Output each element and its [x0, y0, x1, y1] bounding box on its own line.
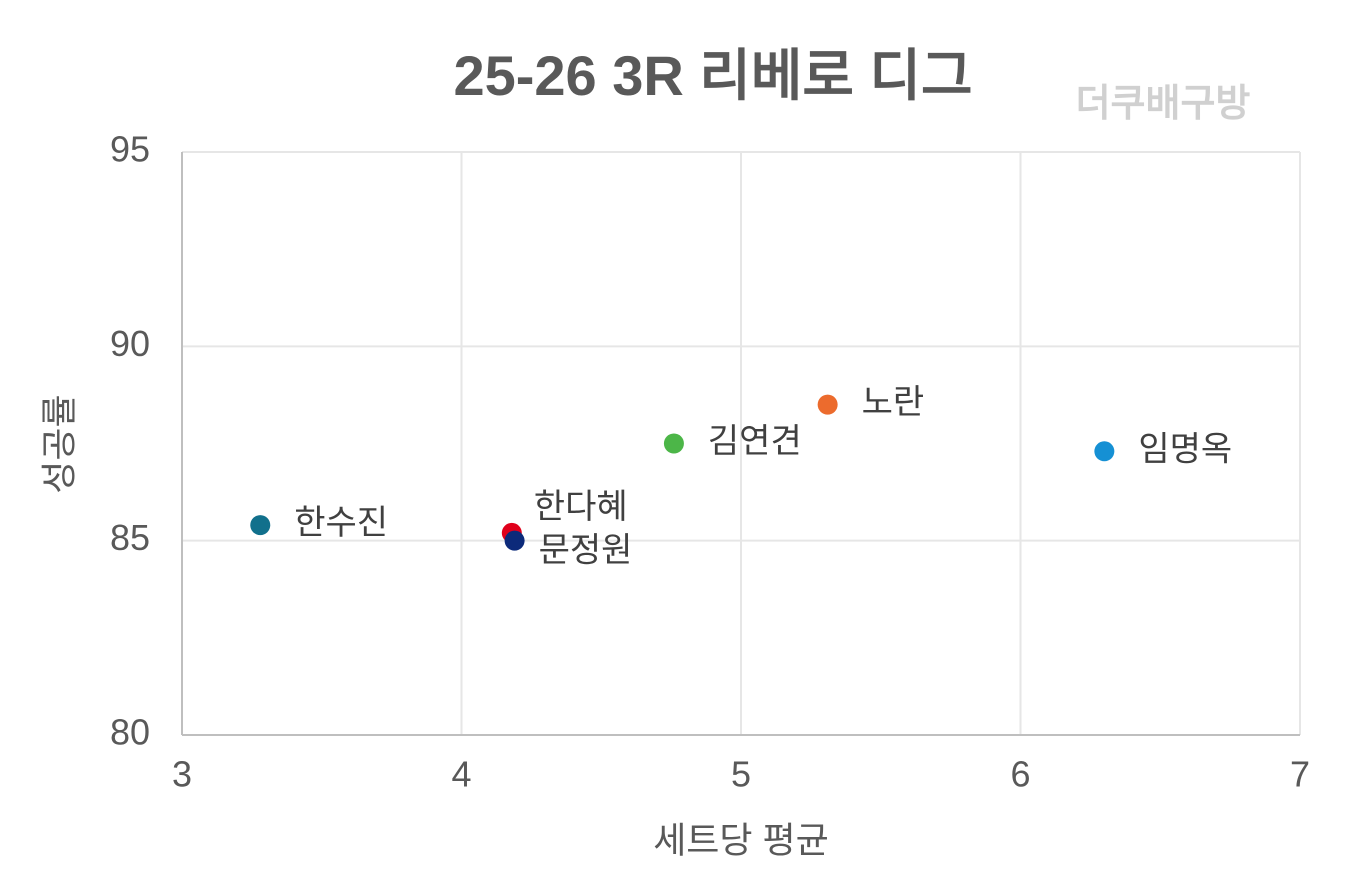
data-label: 김연견	[708, 422, 802, 460]
x-tick-label: 4	[451, 754, 471, 795]
y-tick-label: 85	[110, 517, 150, 558]
y-tick-label: 95	[110, 129, 150, 170]
data-label: 임명옥	[1138, 430, 1232, 468]
data-label: 한다혜	[534, 488, 628, 526]
data-label: 노란	[862, 384, 925, 422]
y-axis-label: 성공률	[39, 394, 80, 493]
x-tick-label: 7	[1290, 754, 1310, 795]
y-tick-label: 90	[110, 323, 150, 364]
point	[504, 530, 525, 551]
y-tick-label: 80	[110, 712, 150, 753]
point	[817, 394, 838, 415]
point	[1094, 441, 1115, 462]
x-tick-label: 6	[1010, 754, 1030, 795]
chart-title: 25-26 3R 리베로 디그	[453, 44, 972, 107]
data-label: 한수진	[294, 504, 388, 542]
watermark: 더쿠배구방	[1076, 83, 1251, 125]
x-axis-label: 세트당 평균	[653, 820, 829, 861]
point	[663, 433, 684, 454]
data-label: 문정원	[539, 532, 633, 570]
point	[250, 515, 271, 536]
x-tick-label: 3	[172, 754, 192, 795]
x-tick-label: 5	[731, 754, 751, 795]
